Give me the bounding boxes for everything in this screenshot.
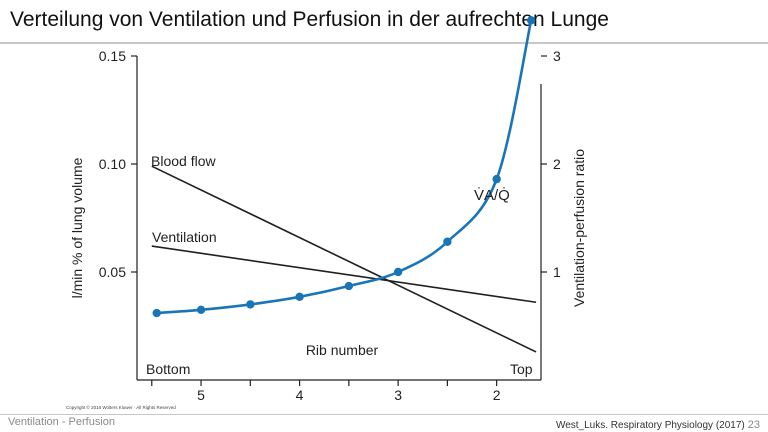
series-label-blood-flow: Blood flow [151, 153, 216, 169]
va-q-point [246, 300, 255, 309]
y-left-tick-label: 0.05 [99, 264, 126, 280]
y-left-tick-label: 0.15 [99, 48, 126, 64]
footer-source: West_Luks. Respiratory Physiology (2017) [555, 420, 745, 431]
footer-citation: West_Luks. Respiratory Physiology (2017)… [556, 419, 760, 431]
va-q-point [393, 267, 403, 277]
va-q-point [344, 281, 354, 291]
x-tick-label: 2 [493, 387, 501, 403]
y-left-tick-label: 0.10 [99, 156, 126, 172]
axes: 0.15 0.10 0.05 1 2 3 5 4 3 2 [99, 48, 561, 403]
y-right-tick-label: 1 [553, 264, 561, 280]
y-right-tick-label: 3 [553, 48, 561, 64]
va-q-point [443, 237, 452, 246]
labels-layer: l/min % of lung volume Ventilation-perfu… [66, 149, 587, 410]
x-tick-label: 4 [296, 387, 304, 403]
va-q-point [295, 292, 304, 302]
va-q-point [196, 305, 206, 314]
y-right-axis-label: Ventilation-perfusion ratio [571, 149, 587, 307]
y-right-tick-label: 2 [553, 156, 561, 172]
series-label-va-q: V̇A/Q̇ [474, 187, 510, 204]
x-tick-label: 3 [394, 387, 402, 403]
va-q-point [526, 16, 536, 25]
x-tick-label: 5 [197, 387, 205, 403]
copyright-notice: Copyright © 2016 Wolters Kluwer · All Ri… [66, 404, 176, 410]
series-label-ventilation: Ventilation [152, 229, 217, 245]
title-divider [0, 42, 768, 44]
x-axis-top-label: Top [510, 361, 533, 377]
slide-title: Verteilung von Ventilation und Perfusion… [10, 8, 609, 31]
ventilation-line [151, 245, 537, 304]
x-axis-bottom-label: Bottom [146, 361, 190, 377]
x-axis-label: Rib number [306, 342, 379, 358]
va-q-point [492, 174, 501, 184]
footer-divider [0, 414, 768, 415]
y-left-axis-label: l/min % of lung volume [69, 157, 85, 298]
blood-flow-line [151, 165, 537, 353]
page-number: 23 [747, 419, 760, 431]
footer-section-label: Ventilation - Perfusion [8, 416, 116, 428]
va-q-point [152, 308, 161, 318]
series-layer [151, 16, 537, 353]
